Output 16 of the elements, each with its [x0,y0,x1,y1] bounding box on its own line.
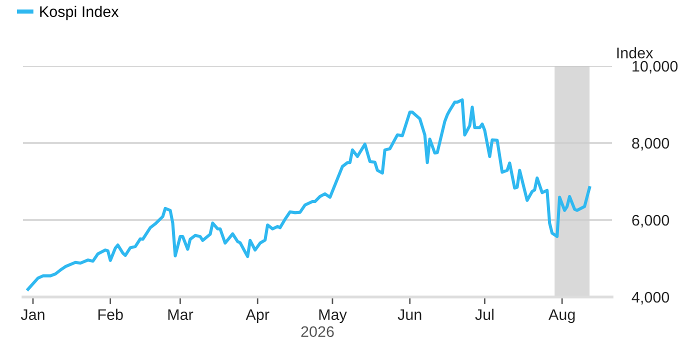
x-tick-label: Feb [98,308,123,320]
x-axis-title: 2026 [301,326,334,338]
x-tick-label: Jul [475,308,494,320]
x-tick-label: May [319,309,347,324]
x-tick-label: Aug [548,309,575,324]
x-tick-label: Jan [20,309,44,320]
y-tick-label: 6,000 [632,214,670,228]
legend-label: Kospi Index [40,6,119,20]
y-tick-label: 8,000 [632,138,670,150]
x-tick-label: Jun [398,309,422,320]
y-tick-label: 10,000 [632,60,678,74]
line-series [26,98,592,291]
y-tick-label: 4,000 [632,292,670,304]
y-axis-title: Index [617,47,654,58]
x-tick-label: Mar [168,309,194,320]
x-tick-label: Apr [246,309,270,324]
